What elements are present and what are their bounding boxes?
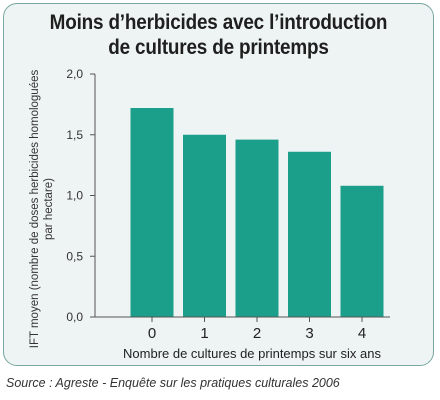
bar-1 xyxy=(183,134,226,317)
y-tick-label: 2,0 xyxy=(66,67,83,81)
chart-title-line-2: de cultures de printemps xyxy=(108,36,329,59)
y-axis-title-line-1: IFT moyen (nombre de doses herbicides ho… xyxy=(29,70,41,349)
bar-2 xyxy=(235,139,279,317)
x-axis-ticks: 0 1 2 3 4 xyxy=(148,317,366,342)
x-tick-label: 0 xyxy=(148,325,156,342)
x-axis-title: Nombre de cultures de printemps sur six … xyxy=(123,346,381,361)
y-axis-title-line-2: par hectare) xyxy=(43,178,55,240)
source-note: Source : Agreste - Enquête sur les prati… xyxy=(6,376,340,390)
chart-title-line-1: Moins d’herbicides avec l’introduction xyxy=(49,11,388,34)
x-tick-label: 3 xyxy=(305,325,313,342)
x-tick-label: 1 xyxy=(200,325,208,342)
x-tick-label: 4 xyxy=(358,325,366,342)
bars xyxy=(130,108,384,318)
chart-title: Moins d’herbicides avec l’introduction d… xyxy=(25,10,411,60)
x-tick-label: 2 xyxy=(253,325,261,342)
chart-panel: Moins d’herbicides avec l’introduction d… xyxy=(3,3,434,366)
y-tick-label: 1,5 xyxy=(66,128,83,142)
bar-0 xyxy=(130,108,174,318)
y-axis-ticks: 0,0 0,5 1,0 1,5 2,0 xyxy=(66,67,95,324)
bar-chart: IFT moyen (nombre de doses herbicides ho… xyxy=(29,67,390,361)
bar-4 xyxy=(340,185,384,317)
y-tick-label: 0,0 xyxy=(66,310,83,324)
y-tick-label: 0,5 xyxy=(66,249,83,263)
y-axis-title: IFT moyen (nombre de doses herbicides ho… xyxy=(29,70,55,349)
y-tick-label: 1,0 xyxy=(66,189,83,203)
bar-3 xyxy=(288,151,331,317)
